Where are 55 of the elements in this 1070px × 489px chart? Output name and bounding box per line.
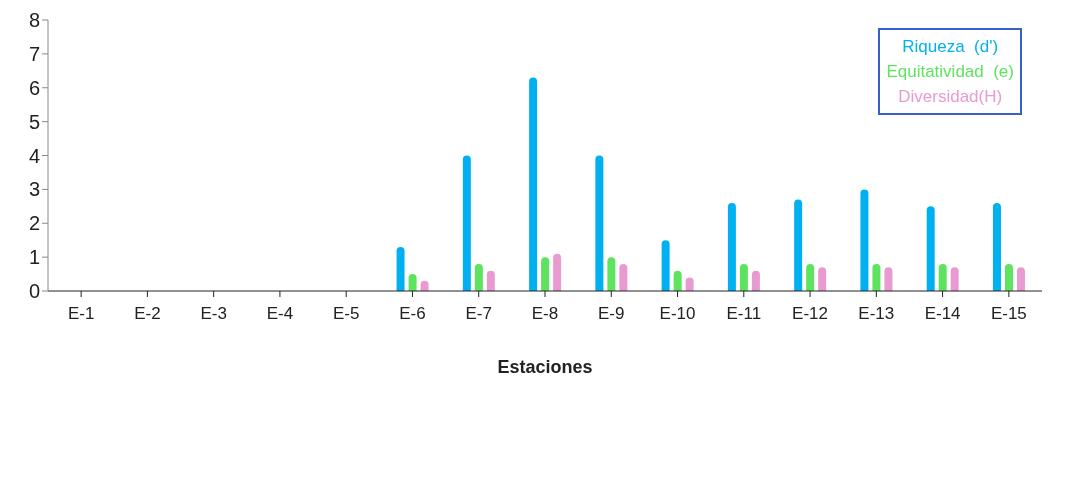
x-tick-label: E-2: [134, 304, 161, 324]
bar: [872, 263, 881, 291]
text: Equitatividad (e): [886, 61, 1014, 83]
bar: [541, 257, 550, 291]
x-tick-label: E-1: [67, 304, 95, 324]
bar: [607, 257, 616, 291]
y-tick-label: 1: [28, 246, 40, 269]
bar: [794, 199, 803, 291]
bar: [751, 270, 760, 291]
x-tick-label: E-4: [266, 304, 294, 324]
y-tick-label: 7: [28, 42, 40, 65]
bar: [396, 246, 405, 291]
x-tick-label: E-14: [924, 304, 961, 324]
x-tick-label: E-10: [659, 304, 696, 324]
x-tick-label: E-8: [531, 304, 559, 324]
bar: [529, 77, 538, 291]
x-tick-label: E-5: [332, 304, 360, 324]
x-tick-label: E-15: [990, 304, 1027, 324]
y-tick-label: 3: [28, 178, 40, 201]
x-tick-label: E-12: [792, 304, 829, 324]
y-tick-label: 6: [28, 76, 40, 99]
bar: [926, 206, 935, 291]
bar: [673, 270, 682, 291]
y-tick-label: 2: [28, 212, 40, 235]
bar: [818, 267, 827, 291]
bar: [938, 263, 947, 291]
text: Riqueza (d'): [901, 36, 1000, 58]
x-tick-label: E-11: [726, 304, 762, 324]
text: Diversidad(H): [897, 86, 1004, 108]
bar: [884, 267, 893, 291]
bar: [1016, 267, 1025, 291]
x-tick-label: E-7: [465, 304, 492, 324]
y-tick-label: 0: [28, 280, 40, 303]
bar: [992, 202, 1001, 291]
x-axis-title: Estaciones: [497, 357, 593, 377]
y-tick-label: 5: [28, 110, 40, 133]
bar: [806, 263, 815, 291]
bar: [950, 267, 959, 291]
bar: [486, 270, 495, 291]
bar: [474, 263, 483, 291]
bar: [661, 240, 670, 291]
x-tick-label: E-13: [858, 304, 895, 324]
bar: [1004, 263, 1013, 291]
bar: [619, 263, 628, 291]
y-tick-label: 8: [28, 9, 40, 32]
bar: [727, 202, 736, 291]
bar: [553, 253, 562, 291]
x-tick-label: E-9: [598, 304, 625, 324]
bar: [462, 155, 471, 291]
y-tick-label: 4: [28, 144, 40, 167]
bar: [860, 189, 869, 291]
bar: [739, 263, 748, 291]
x-tick-label: E-6: [399, 304, 426, 324]
bar: [595, 155, 604, 291]
x-tick-label: E-3: [200, 304, 227, 324]
